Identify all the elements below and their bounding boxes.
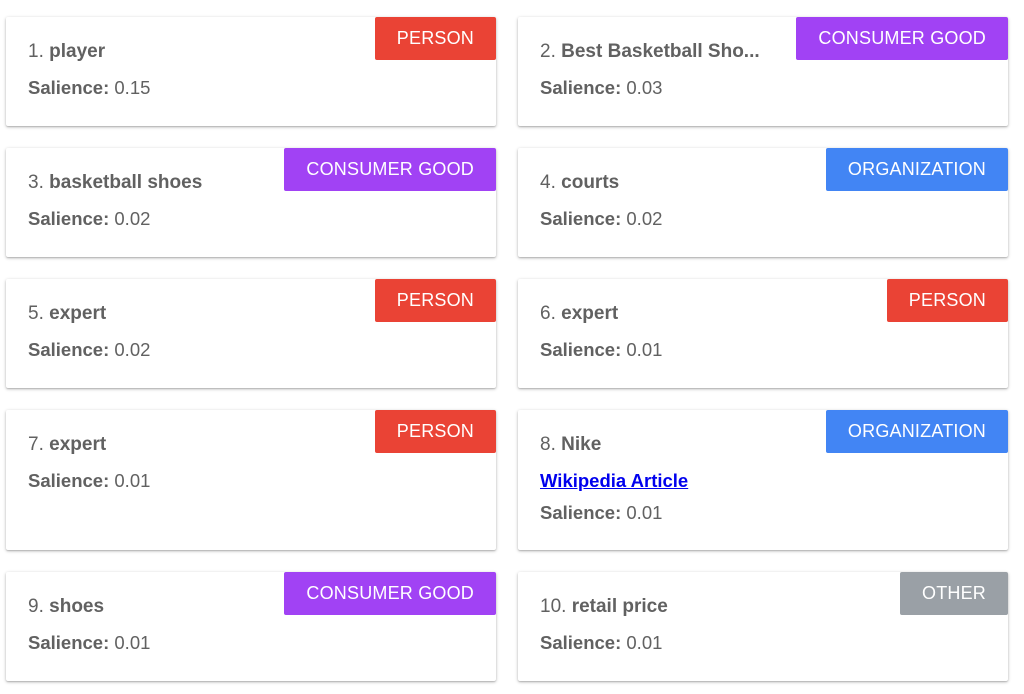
salience-value: 0.01: [626, 339, 663, 360]
entity-index: 4.: [540, 172, 556, 193]
entity-name: 4. courts: [540, 172, 619, 194]
salience-row: Salience: 0.02: [28, 208, 150, 230]
salience-label: Salience:: [540, 208, 622, 229]
salience-value: 0.03: [626, 77, 663, 98]
wikipedia-article-link[interactable]: Wikipedia Article: [540, 470, 689, 491]
entity-index: 8.: [540, 434, 556, 455]
salience-label: Salience:: [28, 208, 110, 229]
entity-index: 5.: [28, 303, 44, 324]
salience-label: Salience:: [28, 77, 110, 98]
entity-type-badge: PERSON: [374, 410, 496, 453]
salience-row: Salience: 0.15: [28, 77, 150, 99]
entity-type-badge: PERSON: [886, 279, 1008, 322]
entity-name: 10. retail price: [540, 596, 668, 618]
salience-label: Salience:: [540, 339, 622, 360]
entity-name-text: shoes: [49, 596, 105, 617]
salience-label: Salience:: [28, 339, 110, 360]
salience-value: 0.02: [626, 208, 663, 229]
entity-card: PERSON 7. expert Salience: 0.01: [6, 410, 496, 550]
entity-card: CONSUMER GOOD 2. Best Basketball Sho... S…: [518, 17, 1008, 126]
entity-name: 5. expert: [28, 303, 106, 325]
entity-name: 6. expert: [540, 303, 618, 325]
salience-label: Salience:: [540, 502, 622, 523]
salience-row: Salience: 0.02: [28, 339, 150, 361]
entity-name-text: expert: [561, 303, 619, 324]
entity-name-text: basketball shoes: [49, 172, 203, 193]
entity-name-text: player: [49, 41, 106, 62]
entity-type-badge: CONSUMER GOOD: [284, 572, 496, 615]
entity-card: CONSUMER GOOD 9. shoes Salience: 0.01: [6, 572, 496, 681]
entity-card: PERSON 1. player Salience: 0.15: [6, 17, 496, 126]
salience-label: Salience:: [28, 632, 110, 653]
salience-value: 0.01: [626, 502, 663, 523]
salience-label: Salience:: [540, 632, 622, 653]
salience-row: Salience: 0.01: [540, 632, 662, 654]
salience-value: 0.01: [626, 632, 663, 653]
entity-index: 2.: [540, 41, 556, 62]
salience-row: Salience: 0.02: [540, 208, 662, 230]
entity-card: PERSON 5. expert Salience: 0.02: [6, 279, 496, 388]
entity-index: 3.: [28, 172, 44, 193]
entity-type-badge: OTHER: [900, 572, 1008, 615]
entity-name-text: Best Basketball Sho...: [561, 41, 760, 62]
entity-index: 1.: [28, 41, 44, 62]
entity-name: 2. Best Basketball Sho...: [540, 41, 760, 63]
entity-card: ORGANIZATION 8. Nike Wikipedia Article Sal…: [518, 410, 1008, 550]
entity-card: PERSON 6. expert Salience: 0.01: [518, 279, 1008, 388]
salience-label: Salience:: [28, 470, 110, 491]
salience-value: 0.15: [114, 77, 151, 98]
entity-type-badge: ORGANIZATION: [825, 148, 1008, 191]
entity-name: 3. basketball shoes: [28, 172, 202, 194]
entity-grid: PERSON 1. player Salience: 0.15 CONSUMER G…: [6, 17, 1008, 681]
entity-card: CONSUMER GOOD 3. basketball shoes Salienc…: [6, 148, 496, 257]
entity-type-badge: ORGANIZATION: [825, 410, 1008, 453]
entity-card: OTHER 10. retail price Salience: 0.01: [518, 572, 1008, 681]
entity-index: 9.: [28, 596, 44, 617]
entity-type-badge: CONSUMER GOOD: [284, 148, 496, 191]
salience-value: 0.01: [114, 470, 151, 491]
salience-value: 0.01: [114, 632, 151, 653]
salience-value: 0.02: [114, 339, 151, 360]
entity-index: 10.: [540, 596, 567, 617]
salience-row: Salience: 0.01: [28, 470, 150, 492]
salience-label: Salience:: [540, 77, 622, 98]
entity-card: ORGANIZATION 4. courts Salience: 0.02: [518, 148, 1008, 257]
entity-name-text: expert: [49, 434, 107, 455]
entity-name: 1. player: [28, 41, 105, 63]
salience-value: 0.02: [114, 208, 151, 229]
entity-name-text: courts: [561, 172, 620, 193]
salience-row: Salience: 0.01: [540, 339, 662, 361]
entity-name-text: expert: [49, 303, 107, 324]
entity-type-badge: PERSON: [374, 17, 496, 60]
entity-type-badge: PERSON: [374, 279, 496, 322]
salience-row: Salience: 0.01: [28, 632, 150, 654]
entity-name: 7. expert: [28, 434, 106, 456]
entity-name: 9. shoes: [28, 596, 104, 618]
entity-index: 7.: [28, 434, 44, 455]
entity-name-text: Nike: [561, 434, 602, 455]
entity-index: 6.: [540, 303, 556, 324]
salience-row: Salience: 0.03: [540, 77, 662, 99]
entity-name-text: retail price: [571, 596, 668, 617]
entity-type-badge: CONSUMER GOOD: [796, 17, 1008, 60]
salience-row: Salience: 0.01: [540, 502, 662, 524]
entity-name: 8. Nike: [540, 434, 601, 456]
